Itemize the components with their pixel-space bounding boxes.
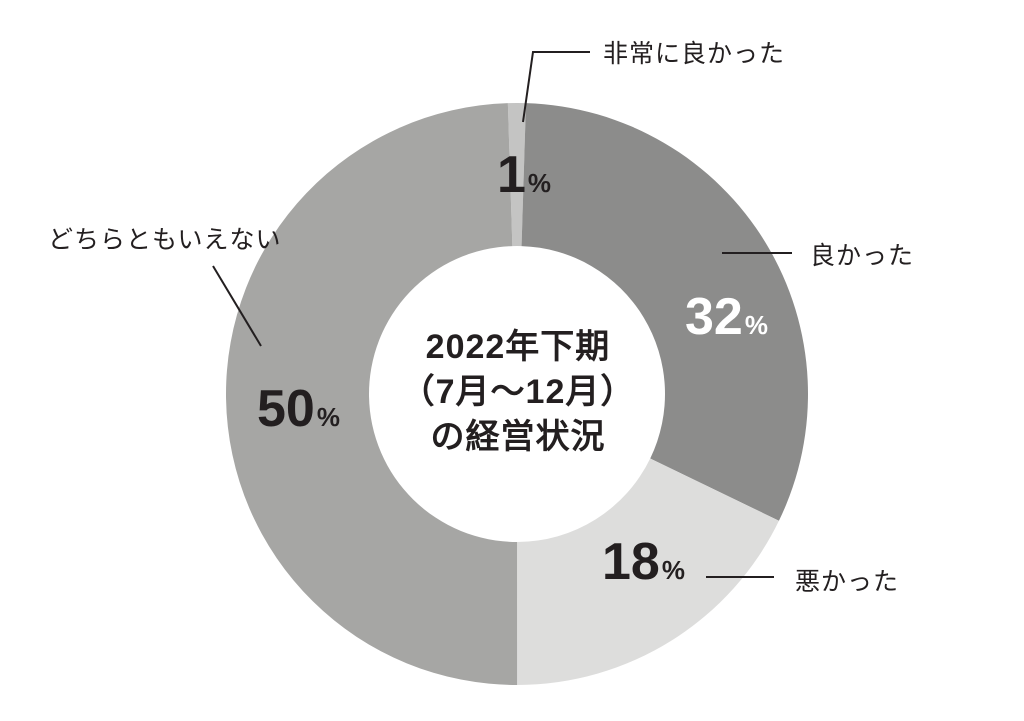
chart-title-line-2: （7月～12月） — [400, 373, 636, 411]
donut-segment-neither — [225, 103, 518, 685]
chart-center-title: 2022年下期 （7月～12月） の経営状況 — [317, 325, 719, 460]
segment-value-number: 32 — [685, 288, 743, 346]
donut-segment-bad — [517, 458, 779, 685]
leader-line-very-good — [522, 51, 590, 123]
donut-segments — [225, 103, 809, 685]
donut-segment-good — [521, 103, 809, 521]
segment-value-number: 50 — [257, 380, 315, 438]
segment-label-very-good: 非常に良かった — [603, 40, 786, 68]
percent-sign: % — [744, 310, 768, 340]
segment-label-good: 良かった — [810, 242, 915, 270]
segment-value-neither: 50% — [257, 380, 340, 440]
leader-line-neither — [212, 265, 262, 347]
chart-title-line-3: の経営状況 — [430, 418, 606, 456]
chart-title-line-1: 2022年下期 — [425, 328, 611, 366]
segment-value-very-good: 1% — [497, 146, 551, 206]
percent-sign: % — [661, 555, 685, 585]
segment-value-bad: 18% — [602, 533, 685, 593]
segment-value-number: 18 — [602, 533, 660, 591]
segment-value-good: 32% — [685, 288, 768, 348]
percent-sign: % — [527, 168, 552, 198]
segment-label-neither: どちらともいえない — [48, 226, 282, 254]
percent-sign: % — [316, 402, 340, 432]
segment-label-bad: 悪かった — [795, 568, 900, 596]
donut-segment-very-good — [507, 103, 526, 247]
segment-value-number: 1 — [497, 146, 526, 204]
